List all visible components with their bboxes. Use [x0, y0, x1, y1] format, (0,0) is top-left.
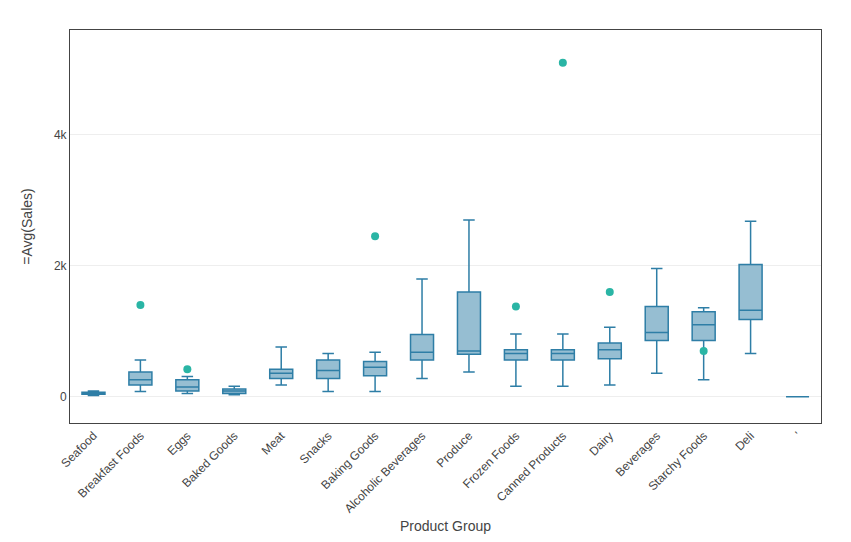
svg-text:Alcoholic Beverages: Alcoholic Beverages [342, 429, 429, 516]
svg-text:': ' [792, 429, 804, 441]
svg-text:Baking Goods: Baking Goods [318, 429, 381, 492]
svg-text:Frozen Foods: Frozen Foods [460, 429, 522, 491]
svg-text:Seafood: Seafood [58, 429, 100, 471]
svg-text:=Avg(Sales): =Avg(Sales) [19, 188, 35, 264]
svg-text:Eggs: Eggs [164, 429, 193, 458]
svg-text:Meat: Meat [259, 428, 288, 457]
svg-text:0: 0 [60, 390, 67, 404]
svg-text:Product Group: Product Group [400, 518, 491, 534]
svg-text:Starchy Foods: Starchy Foods [645, 429, 710, 494]
svg-text:Canned Products: Canned Products [494, 429, 569, 504]
svg-text:Baked Goods: Baked Goods [179, 429, 240, 490]
svg-text:2k: 2k [54, 259, 68, 273]
svg-text:Breakfast Foods: Breakfast Foods [75, 429, 147, 501]
svg-text:Dairy: Dairy [586, 429, 616, 459]
svg-text:Beverages: Beverages [613, 429, 663, 479]
svg-text:Deli: Deli [732, 429, 757, 454]
svg-text:Snacks: Snacks [297, 429, 335, 467]
svg-text:Produce: Produce [434, 429, 476, 471]
svg-text:4k: 4k [54, 128, 68, 142]
